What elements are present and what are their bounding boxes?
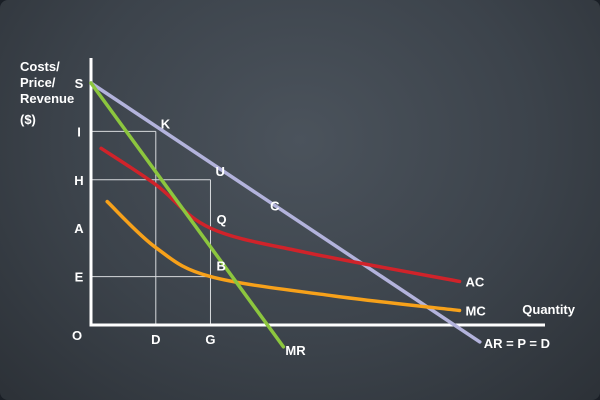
y-tick-label-s: S	[75, 76, 84, 91]
series-line-ar-demand	[89, 81, 482, 344]
series-label-mc: MC	[466, 303, 487, 318]
origin-label: O	[72, 328, 82, 343]
point-label-u: U	[215, 164, 224, 179]
y-tick-label-a: A	[74, 221, 84, 236]
y-axis-label-line-1: Costs/	[20, 59, 60, 74]
point-label-b: B	[216, 259, 225, 274]
y-axis-label-line-4: ($)	[20, 112, 36, 127]
point-label-q: Q	[216, 212, 226, 227]
point-label-c: C	[270, 199, 280, 214]
series-line-mc	[105, 199, 462, 313]
series-label-mr: MR	[285, 343, 306, 358]
y-axis-label-line-2: Price/	[20, 75, 56, 90]
x-axis-label: Quantity	[522, 302, 575, 317]
series-line-mr	[89, 81, 286, 349]
x-tick-label-d: D	[151, 332, 160, 347]
y-tick-label-h: H	[74, 173, 83, 188]
x-tick-label-g: G	[205, 332, 215, 347]
point-label-k: K	[161, 116, 171, 131]
series-label-ar-demand: AR = P = D	[484, 336, 550, 351]
y-tick-label-e: E	[75, 270, 84, 285]
series-label-ac: AC	[466, 274, 485, 289]
y-tick-label-i: I	[77, 124, 81, 139]
series-line-ac	[99, 146, 462, 284]
y-axis-label-line-3: Revenue	[20, 91, 74, 106]
